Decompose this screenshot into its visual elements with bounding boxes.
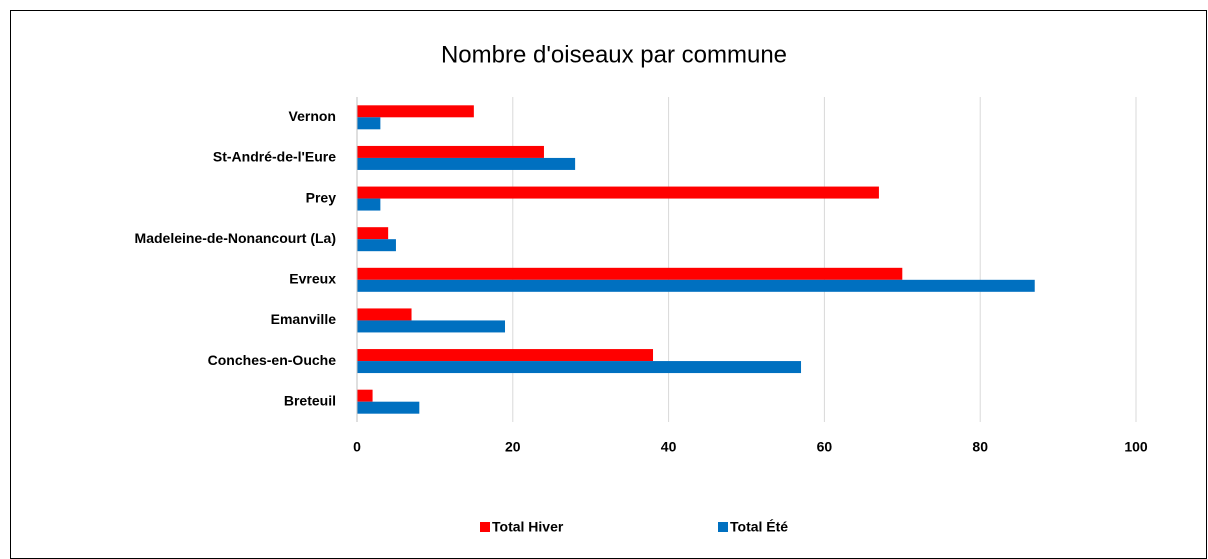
bar bbox=[357, 239, 396, 252]
y-tick-label: Vernon bbox=[289, 108, 336, 124]
bar bbox=[357, 105, 474, 118]
bar bbox=[357, 320, 506, 333]
legend-label: Total Été bbox=[730, 519, 788, 535]
bar bbox=[357, 267, 903, 280]
chart-title: Nombre d'oiseaux par commune bbox=[441, 41, 787, 68]
x-tick-label: 60 bbox=[817, 439, 833, 455]
y-tick-label: Evreux bbox=[289, 271, 336, 287]
bar bbox=[357, 279, 1035, 292]
bar bbox=[357, 198, 381, 211]
bar bbox=[357, 308, 412, 321]
bar bbox=[357, 117, 381, 130]
y-tick-label: Breteuil bbox=[284, 392, 336, 408]
bar bbox=[357, 389, 373, 402]
y-tick-label: Conches-en-Ouche bbox=[208, 352, 337, 368]
y-tick-label: St-André-de-l'Eure bbox=[213, 149, 336, 165]
x-tick-label: 80 bbox=[972, 439, 988, 455]
bar bbox=[357, 145, 544, 158]
legend-label: Total Hiver bbox=[492, 519, 564, 535]
bar bbox=[357, 227, 389, 240]
x-tick-label: 20 bbox=[505, 439, 521, 455]
bar bbox=[357, 186, 879, 199]
y-tick-label: Emanville bbox=[271, 311, 337, 327]
x-tick-label: 100 bbox=[1124, 439, 1148, 455]
bar bbox=[357, 361, 802, 374]
bar bbox=[357, 157, 576, 170]
y-tick-label: Madeleine-de-Nonancourt (La) bbox=[135, 230, 336, 246]
x-tick-label: 40 bbox=[661, 439, 677, 455]
legend-swatch bbox=[718, 522, 728, 532]
legend-swatch bbox=[480, 522, 490, 532]
bar bbox=[357, 401, 420, 414]
x-tick-label: 0 bbox=[353, 439, 361, 455]
bar bbox=[357, 349, 654, 362]
y-tick-label: Prey bbox=[306, 189, 337, 205]
